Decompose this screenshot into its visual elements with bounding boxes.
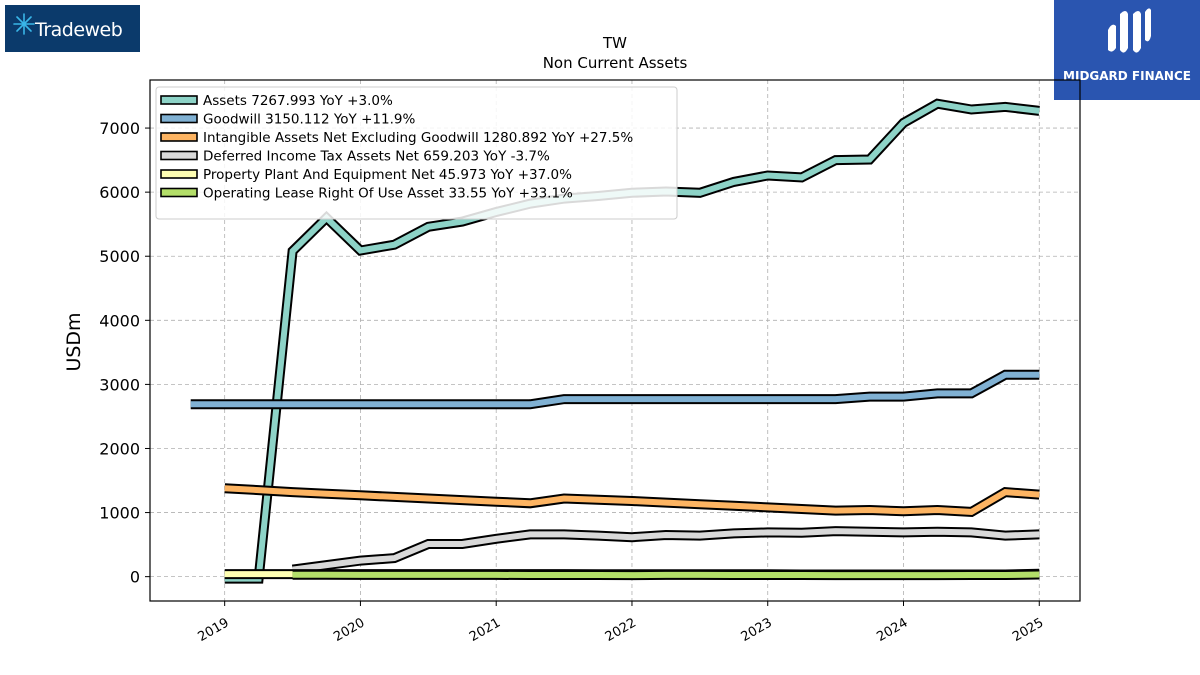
y-tick-label: 7000 [99, 119, 140, 138]
series-line-fill [293, 575, 1040, 576]
y-tick-label: 4000 [99, 311, 140, 330]
series-line-2 [191, 375, 1040, 405]
x-tick-label: 2023 [739, 615, 775, 645]
legend-swatch [161, 152, 197, 160]
legend-swatch [161, 170, 197, 178]
y-tick-label: 0 [130, 568, 140, 587]
legend-swatch [161, 115, 197, 123]
legend-entry: Operating Lease Right Of Use Asset 33.55… [203, 186, 573, 202]
series-line-6 [293, 575, 1040, 576]
x-tick-label: 2021 [467, 615, 503, 645]
legend-entry: Intangible Assets Net Excluding Goodwill… [203, 130, 633, 146]
legend-entry: Property Plant And Equipment Net 45.973 … [203, 167, 572, 183]
x-tick-label: 2025 [1010, 615, 1046, 645]
y-tick-label: 1000 [99, 504, 140, 523]
y-tick-label: 6000 [99, 183, 140, 202]
chart-subtitle: Non Current Assets [543, 54, 688, 72]
x-tick-label: 2024 [874, 615, 910, 645]
x-tick-label: 2019 [196, 615, 232, 645]
chart-title: TW [602, 34, 627, 52]
legend-entry: Assets 7267.993 YoY +3.0% [203, 93, 393, 109]
y-tick-label: 5000 [99, 247, 140, 266]
series-line-4 [293, 531, 1040, 570]
legend-swatch [161, 96, 197, 104]
y-tick-label: 3000 [99, 375, 140, 394]
legend-swatch [161, 133, 197, 141]
x-tick-label: 2020 [331, 615, 367, 645]
chart: TW Non Current Assets 0 1000 2000 3000 4000 5… [0, 0, 1200, 675]
legend: Assets 7267.993 YoY +3.0% Goodwill 3150.1… [156, 87, 677, 219]
y-axis-label: USDm [63, 312, 85, 371]
y-tick-label: 2000 [99, 439, 140, 458]
legend-entry: Deferred Income Tax Assets Net 659.203 Y… [203, 149, 550, 165]
legend-entry: Goodwill 3150.112 YoY +11.9% [203, 112, 415, 128]
legend-swatch [161, 189, 197, 197]
x-tick-label: 2022 [603, 615, 639, 645]
